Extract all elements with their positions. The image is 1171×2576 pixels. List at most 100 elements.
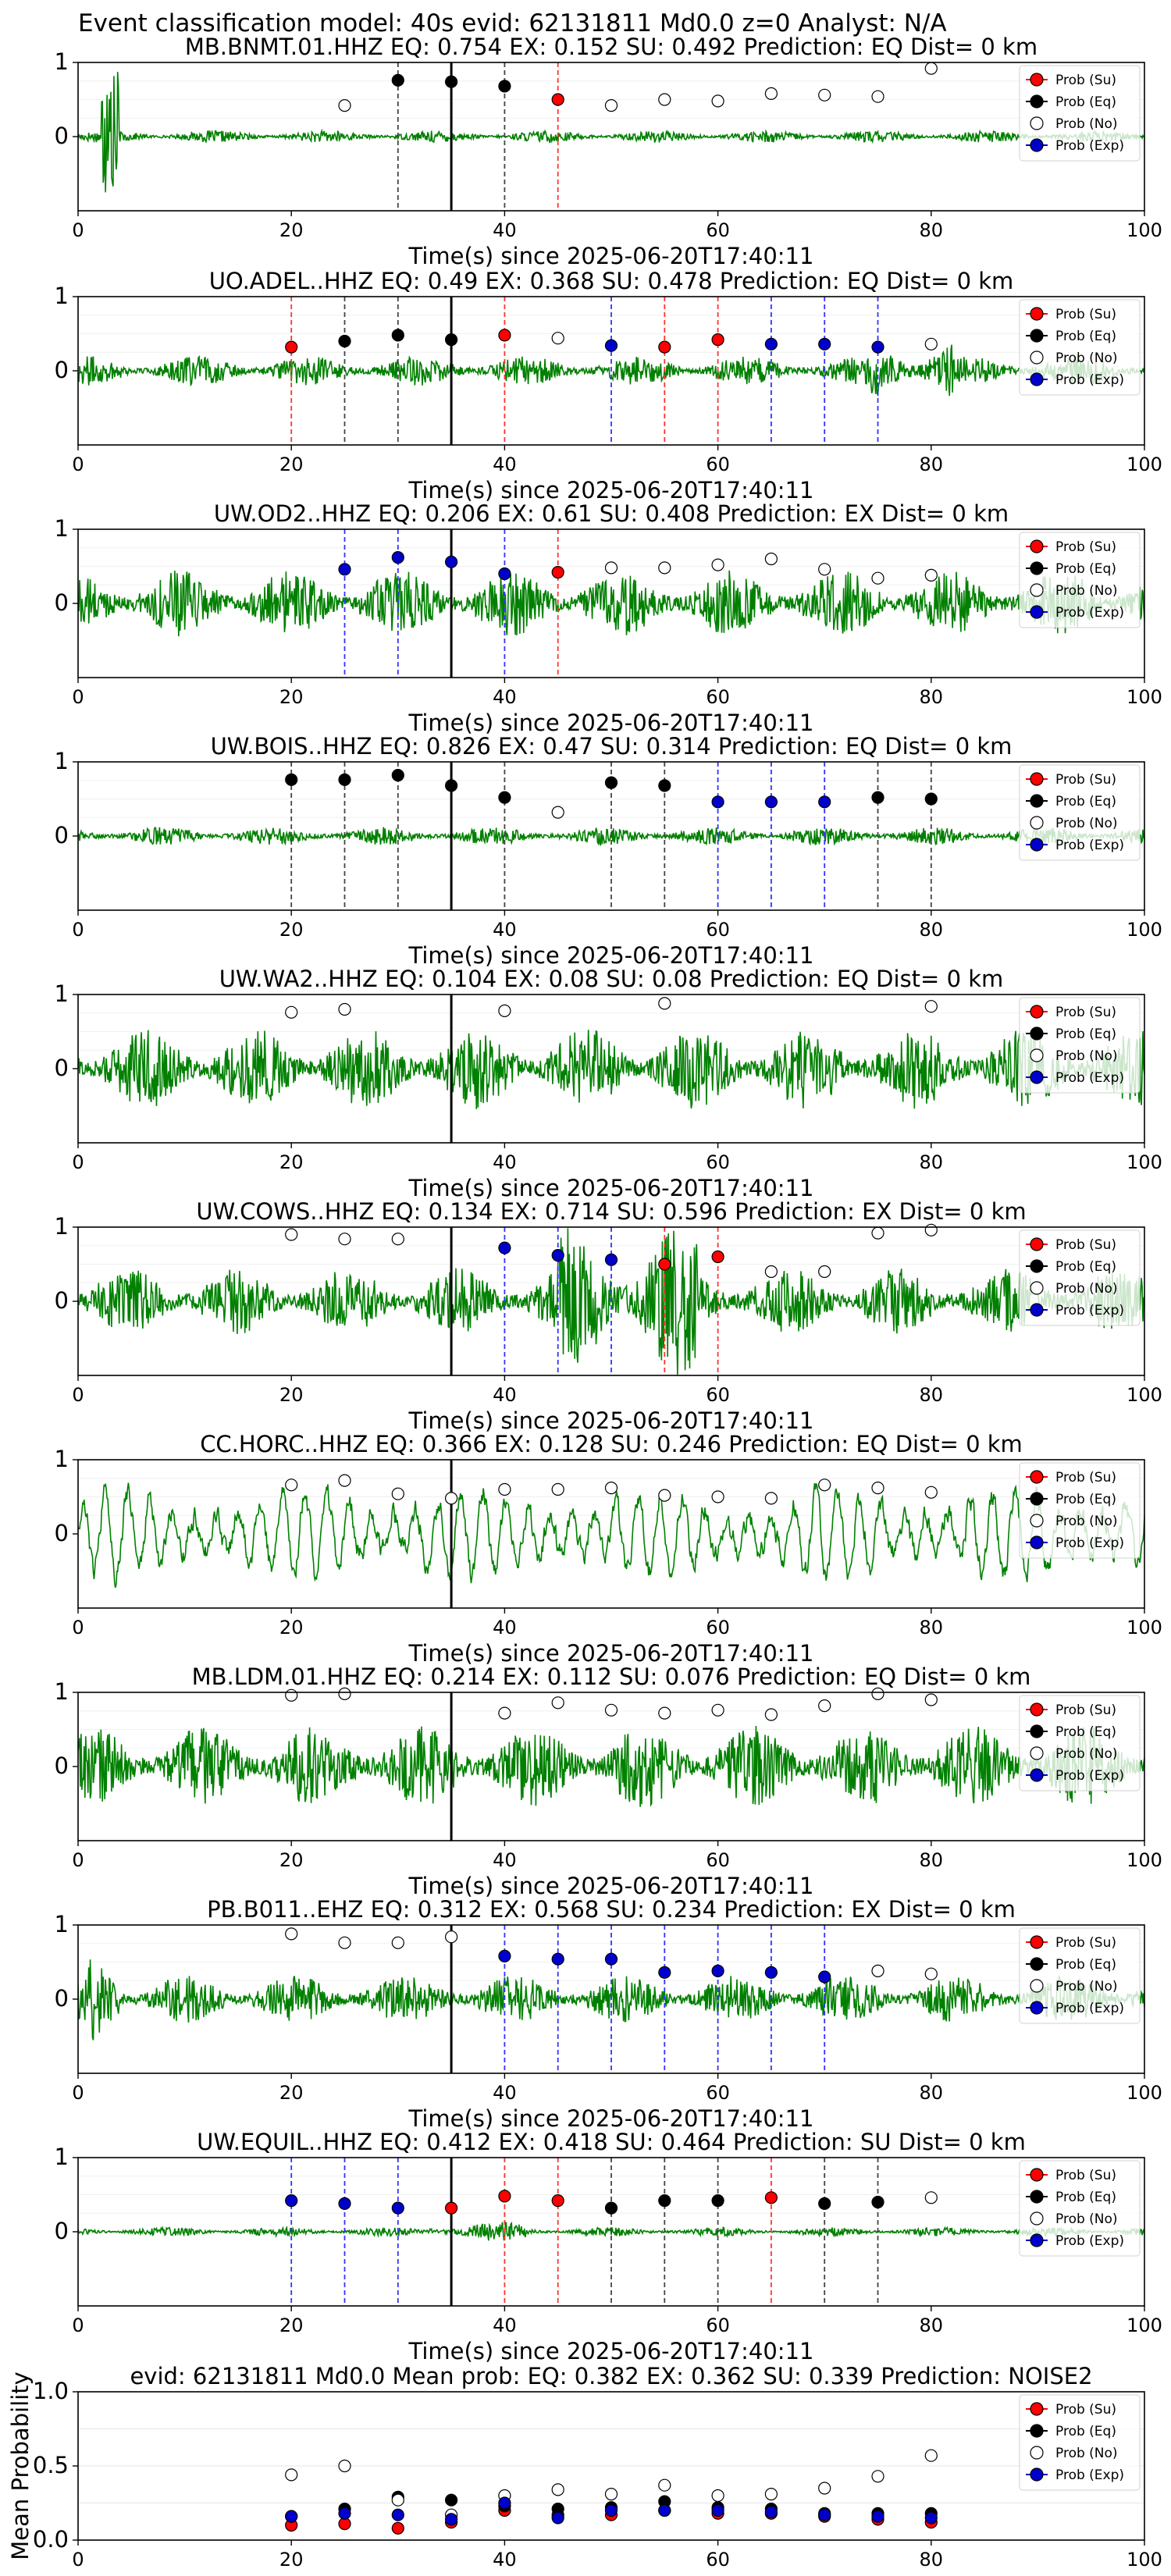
prob-point-exp: [444, 555, 458, 568]
legend-label: Prob (Eq): [1055, 1724, 1116, 1740]
prob-point-no: [924, 2449, 938, 2462]
prob-point-no: [764, 1492, 778, 1505]
x-tick-label: 80: [920, 2549, 944, 2571]
prob-point-eq: [444, 333, 458, 347]
prob-point-no: [551, 332, 564, 345]
legend: [1019, 764, 1141, 861]
waveform-trace: [78, 72, 1144, 193]
x-tick-label: 80: [920, 686, 944, 708]
prob-point-su: [764, 2191, 778, 2204]
prob-point-exp: [444, 2513, 458, 2526]
prob-point-no: [924, 1967, 938, 1980]
legend-marker: [1030, 1048, 1044, 1062]
prob-point-no: [924, 337, 938, 350]
prob-point-exp: [764, 795, 778, 809]
prob-point-eq: [338, 773, 351, 786]
x-tick-label: 0: [72, 454, 84, 475]
x-axis-label: Time(s) since 2025-06-20T17:40:11: [408, 1407, 814, 1434]
legend-label: Prob (Eq): [1055, 561, 1116, 577]
prob-point-no: [285, 2468, 298, 2482]
prob-point-no: [871, 1481, 884, 1495]
x-tick-label: 0: [72, 219, 84, 241]
prob-point-exp: [551, 1248, 564, 1262]
x-tick-label: 100: [1127, 1151, 1162, 1173]
legend-marker: [1030, 73, 1044, 87]
panel-title: evid: 62131811 Md0.0 Mean prob: EQ: 0.38…: [130, 2363, 1092, 2389]
prob-point-no: [391, 1936, 404, 1949]
legend-label: Prob (Exp): [1055, 2233, 1124, 2249]
legend-marker: [1030, 1979, 1044, 1993]
prob-point-exp: [604, 339, 618, 352]
x-tick-label: 20: [279, 1617, 304, 1638]
x-tick-label: 40: [493, 2549, 517, 2571]
legend-marker: [1030, 816, 1044, 830]
prob-point-no: [604, 1481, 618, 1495]
prob-point-no: [711, 1490, 724, 1503]
legend-label: Prob (No): [1055, 350, 1118, 366]
prob-point-eq: [658, 2194, 671, 2208]
y-tick-label: 0: [55, 357, 69, 383]
prob-point-no: [924, 1223, 938, 1236]
x-tick-label: 0: [72, 1617, 84, 1638]
x-tick-label: 20: [279, 2549, 304, 2571]
x-tick-label: 40: [493, 219, 517, 241]
legend: [1019, 2394, 1141, 2491]
y-tick-label: 1: [55, 1446, 69, 1472]
prob-point-no: [658, 2478, 671, 2492]
prob-point-exp: [711, 1964, 724, 1977]
x-tick-label: 80: [920, 1384, 944, 1406]
legend-marker: [1030, 1724, 1044, 1738]
panel-title: UO.ADEL..HHZ EQ: 0.49 EX: 0.368 SU: 0.47…: [209, 268, 1014, 294]
panel-title: UW.BOIS..HHZ EQ: 0.826 EX: 0.47 SU: 0.31…: [211, 733, 1013, 760]
prob-point-no: [498, 1482, 511, 1496]
prob-point-no: [711, 94, 724, 108]
prob-point-exp: [498, 1241, 511, 1254]
legend-marker: [1030, 2190, 1044, 2204]
prob-point-no: [285, 1478, 298, 1492]
x-tick-label: 80: [920, 919, 944, 941]
prob-point-no: [924, 62, 938, 75]
prob-point-eq: [818, 2197, 831, 2210]
legend-label: Prob (Exp): [1055, 605, 1124, 621]
panels: MB.BNMT.01.HHZ EQ: 0.754 EX: 0.152 SU: 0…: [7, 34, 1162, 2571]
x-tick-label: 0: [72, 1849, 84, 1871]
prob-point-exp: [498, 2496, 511, 2510]
prob-point-no: [871, 90, 884, 103]
legend-label: Prob (Exp): [1055, 2467, 1124, 2483]
prob-point-no: [871, 1226, 884, 1240]
prob-point-no: [924, 1000, 938, 1013]
legend-label: Prob (Su): [1055, 1005, 1116, 1020]
waveform-trace: [78, 2221, 1144, 2241]
prob-point-no: [658, 997, 671, 1010]
legend-marker: [1030, 2001, 1044, 2015]
legend-label: Prob (Eq): [1055, 1259, 1116, 1275]
prob-point-exp: [818, 1970, 831, 1984]
x-tick-label: 20: [279, 1849, 304, 1871]
prob-point-eq: [444, 75, 458, 88]
y-tick-label: 0: [55, 1287, 69, 1314]
prob-point-no: [338, 99, 351, 112]
legend-label: Prob (Eq): [1055, 329, 1116, 344]
prob-point-exp: [658, 1966, 671, 1979]
x-tick-label: 20: [279, 686, 304, 708]
x-tick-label: 0: [72, 1384, 84, 1406]
x-tick-label: 60: [706, 219, 730, 241]
panel-title: MB.LDM.01.HHZ EQ: 0.214 EX: 0.112 SU: 0.…: [192, 1663, 1031, 1690]
x-tick-label: 100: [1127, 919, 1162, 941]
prob-point-no: [711, 1703, 724, 1717]
legend-label: Prob (Exp): [1055, 138, 1124, 154]
legend-marker: [1030, 1957, 1044, 1971]
legend-marker: [1030, 350, 1044, 365]
legend-label: Prob (Eq): [1055, 1492, 1116, 1507]
x-tick-label: 0: [72, 919, 84, 941]
legend-label: Prob (Su): [1055, 307, 1116, 322]
prob-point-no: [818, 1265, 831, 1279]
legend-marker: [1030, 1237, 1044, 1251]
prob-point-no: [391, 2493, 404, 2507]
x-tick-label: 100: [1127, 454, 1162, 475]
x-axis-label: Time(s) since 2025-06-20T17:40:11: [408, 1175, 814, 1201]
legend-label: Prob (Su): [1055, 73, 1116, 88]
y-tick-label: 0: [55, 822, 69, 849]
x-tick-label: 80: [920, 1617, 944, 1638]
y-axis-label: Mean Probability: [7, 2371, 34, 2560]
